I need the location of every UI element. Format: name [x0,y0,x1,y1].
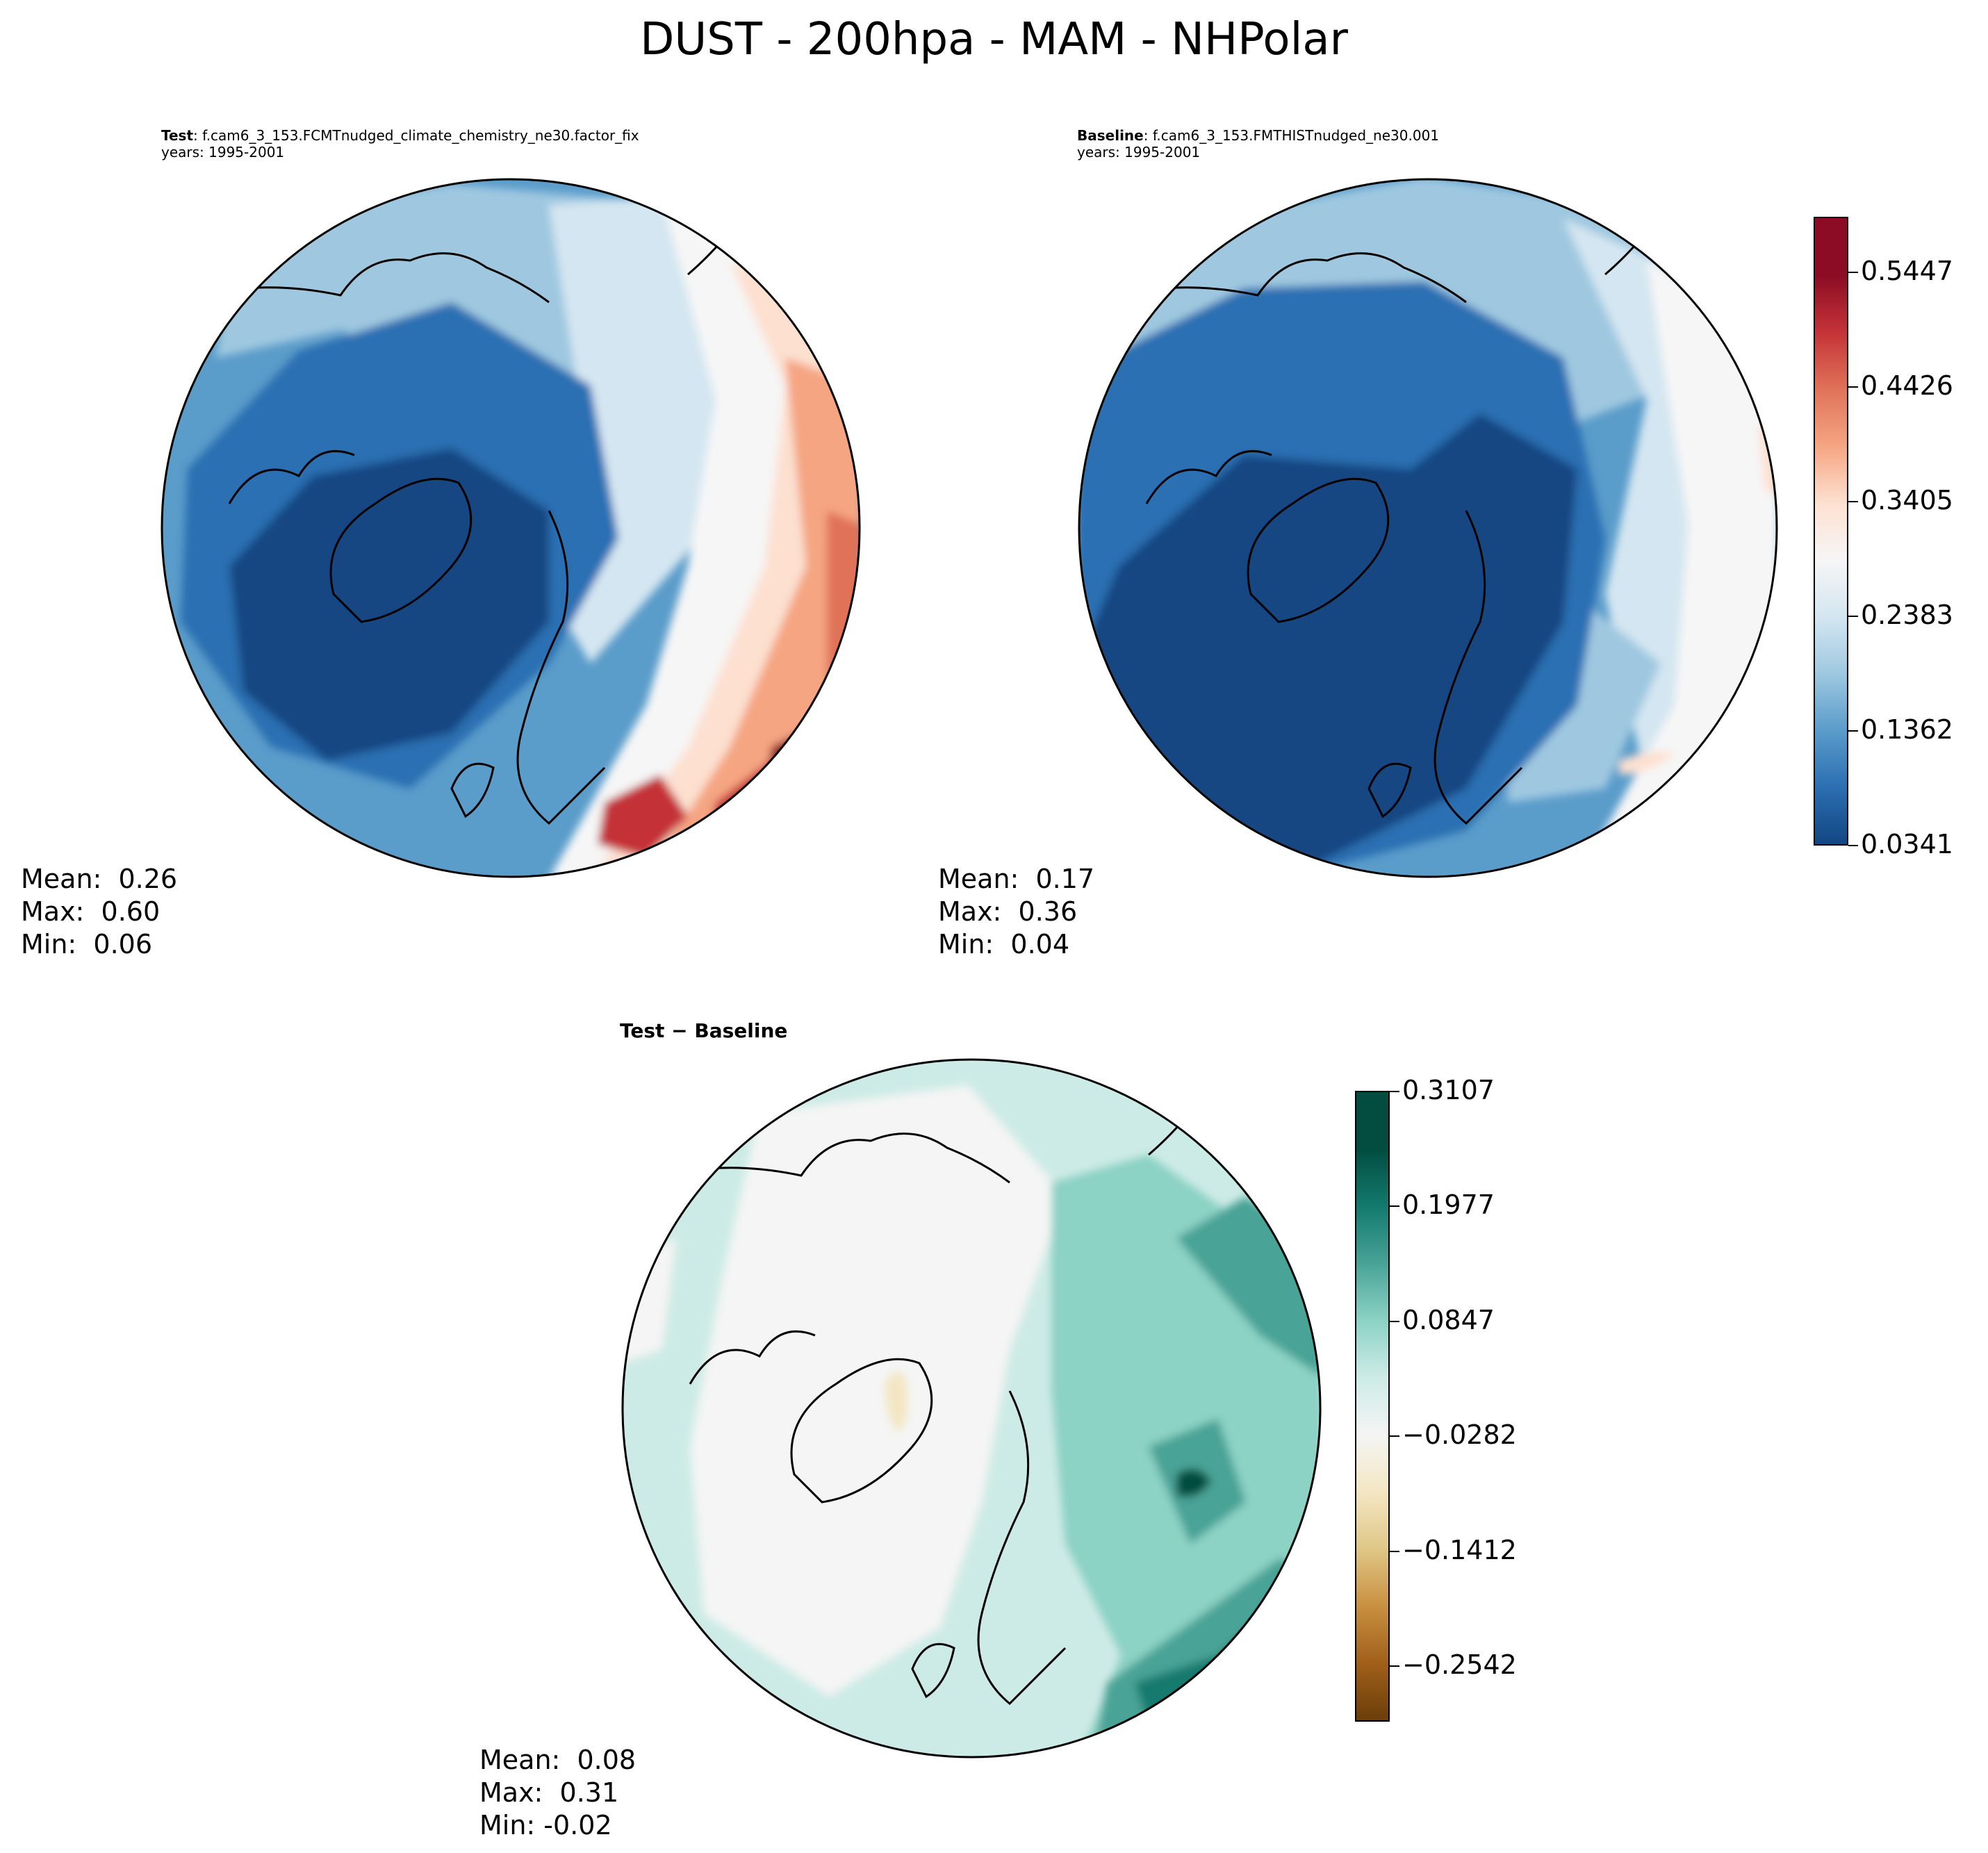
colorbar-tick [1390,1665,1399,1667]
colorbar-tick [1390,1090,1399,1092]
baseline-map [1078,178,1778,878]
baseline-max: Max: 0.36 [938,896,1078,927]
test-years: years: 1995-2001 [161,144,285,160]
baseline-stats: Mean: 0.17 Max: 0.36 Min: 0.04 [938,863,1094,961]
test-min: Min: 0.06 [21,929,152,960]
main-colorbar [1814,217,1848,846]
test-stats: Mean: 0.26 Max: 0.60 Min: 0.06 [21,863,177,961]
colorbar-tick [1390,1320,1399,1322]
test-label: Test [161,127,194,144]
colorbar-tick-label: 0.1362 [1861,714,1953,745]
test-mean: Mean: 0.26 [21,864,178,894]
colorbar-tick-label: 0.3107 [1402,1074,1495,1105]
test-case-name: : f.cam6_3_153.FCMTnudged_climate_chemis… [193,127,639,144]
figure-title: DUST - 200hpa - MAM - NHPolar [640,14,1348,65]
colorbar-tick-label: −0.1412 [1402,1534,1517,1565]
colorbar-tick-label: −0.0282 [1402,1419,1517,1450]
diff-panel-title: Test − Baseline [620,1019,788,1042]
diff-colorbar [1355,1091,1390,1722]
diff-min: Min: -0.02 [479,1810,612,1840]
diff-stats: Mean: 0.08 Max: 0.31 Min: -0.02 [479,1744,636,1842]
colorbar-tick-label: 0.0847 [1402,1304,1495,1335]
colorbar-tick [1848,501,1858,502]
colorbar-tick [1390,1435,1399,1437]
colorbar-tick [1390,1205,1399,1207]
colorbar-tick-label: 0.5447 [1861,256,1953,286]
diff-mean: Mean: 0.08 [479,1745,636,1775]
test-panel-title: Test: f.cam6_3_153.FCMTnudged_climate_ch… [161,127,639,144]
test-max: Max: 0.60 [21,896,161,927]
colorbar-tick [1848,386,1858,388]
colorbar-tick-label: −0.2542 [1402,1649,1517,1680]
baseline-mean: Mean: 0.17 [938,864,1095,894]
diff-map [621,1058,1322,1759]
baseline-case-name: : f.cam6_3_153.FMTHISTnudged_ne30.001 [1143,127,1440,144]
colorbar-tick [1848,272,1858,273]
baseline-label: Baseline [1077,127,1144,144]
colorbar-tick [1848,845,1858,846]
baseline-years: years: 1995-2001 [1077,144,1201,160]
colorbar-tick-label: 0.4426 [1861,370,1953,401]
colorbar-tick-label: 0.0341 [1861,829,1953,859]
baseline-panel-title: Baseline: f.cam6_3_153.FMTHISTnudged_ne3… [1077,127,1439,144]
test-map [161,178,861,878]
colorbar-tick-label: 0.2383 [1861,600,1953,630]
baseline-min: Min: 0.04 [938,929,1069,960]
colorbar-tick [1848,616,1858,617]
diff-max: Max: 0.31 [479,1777,619,1808]
colorbar-tick-label: 0.3405 [1861,485,1953,516]
colorbar-tick-label: 0.1977 [1402,1189,1495,1220]
colorbar-tick [1848,730,1858,732]
colorbar-tick [1390,1550,1399,1552]
